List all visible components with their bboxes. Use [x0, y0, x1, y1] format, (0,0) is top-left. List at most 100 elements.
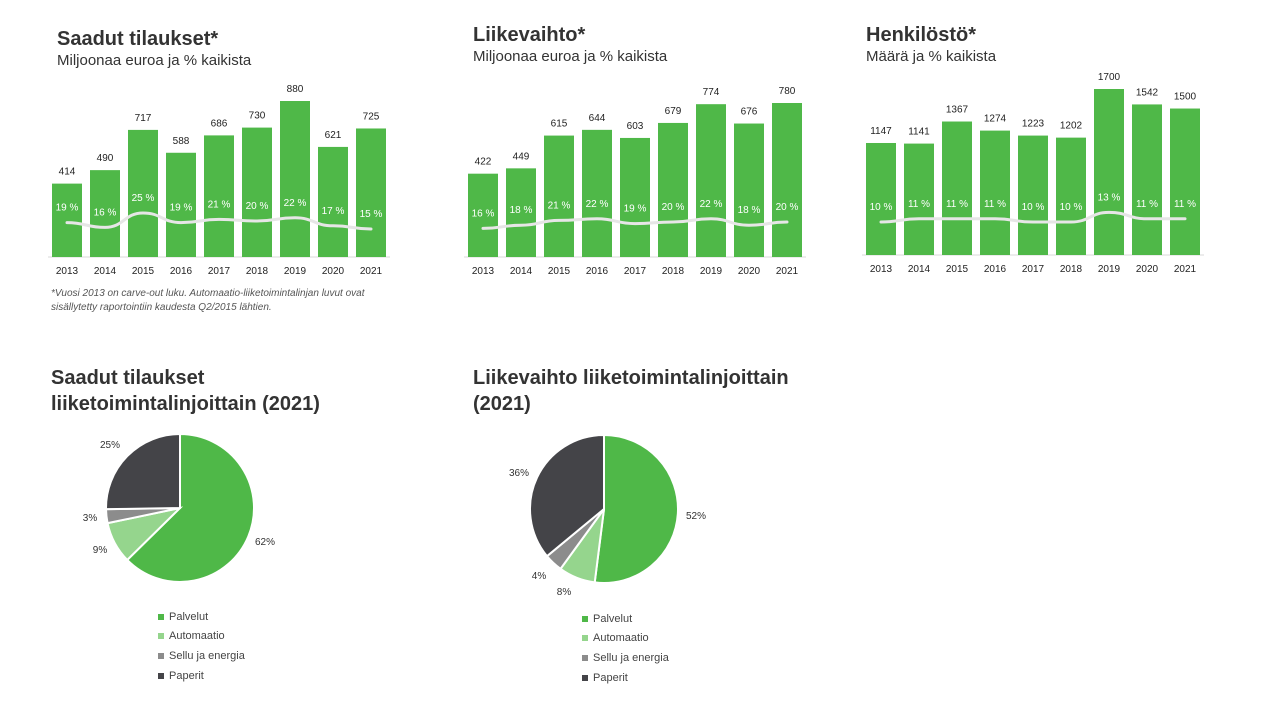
bar [620, 137, 650, 257]
pie-legend-net-sales: Palvelut Automaatio Sellu ja energia Paperi… [582, 609, 669, 687]
pie-legend-orders: Palvelut Automaatio Sellu ja energia Paperi… [158, 607, 245, 685]
share-label: 15 % [360, 209, 383, 220]
x-tick-label: 2021 [776, 266, 799, 277]
bar-value-label: 615 [551, 119, 568, 130]
bar-value-label: 1367 [946, 105, 969, 116]
pie-title-net-sales: Liikevaihto liiketoimintalinjoittain (20… [473, 367, 789, 415]
legend-swatch [582, 654, 588, 661]
legend-swatch [582, 635, 588, 642]
legend-label: Automaatio [593, 632, 649, 645]
share-label: 11 % [984, 199, 1006, 210]
share-label: 11 % [1136, 199, 1158, 210]
x-tick-label: 2017 [208, 266, 231, 277]
bar-value-label: 1500 [1174, 92, 1197, 103]
pie-slice [105, 432, 181, 511]
x-tick-label: 2015 [548, 266, 571, 277]
bar [582, 129, 612, 257]
legend-item: Automaatio [582, 629, 669, 649]
legend-item: Palvelut [158, 607, 245, 627]
x-tick-label: 2020 [322, 266, 345, 277]
bar [544, 135, 574, 257]
pie-slice-label: 3% [83, 513, 98, 524]
pie-slice [529, 433, 605, 558]
bar-value-label: 1202 [1060, 121, 1083, 132]
share-label: 20 % [662, 202, 685, 213]
legend-item: Paperit [158, 666, 245, 686]
x-tick-label: 2015 [946, 264, 969, 275]
legend-label: Sellu ja energia [593, 651, 669, 664]
chart-subtitle-personnel: Määrä ja % kaikista [866, 48, 997, 65]
x-tick-label: 2021 [360, 266, 383, 277]
share-label: 21 % [548, 200, 571, 211]
bar [280, 101, 310, 257]
legend-label: Palvelut [593, 612, 633, 625]
chart-title-personnel: Henkilöstö* [866, 24, 977, 46]
bar [356, 128, 386, 257]
bar-value-label: 422 [475, 157, 492, 168]
bar-value-label: 679 [665, 106, 682, 117]
share-label: 17 % [322, 206, 345, 217]
bar-value-label: 1700 [1098, 72, 1121, 83]
legend-item: Sellu ja energia [582, 648, 669, 668]
x-tick-label: 2019 [700, 266, 723, 277]
bar [1094, 89, 1124, 255]
legend-item: Sellu ja energia [158, 646, 245, 666]
x-tick-label: 2017 [1022, 264, 1045, 275]
share-label: 10 % [1060, 202, 1083, 213]
legend-label: Sellu ja energia [169, 649, 245, 662]
x-tick-label: 2021 [1174, 264, 1197, 275]
bar-value-label: 621 [325, 130, 342, 141]
chart-title-orders: Saadut tilaukset* [57, 28, 219, 50]
x-tick-label: 2013 [870, 264, 893, 275]
pie-slice-label: 9% [93, 545, 108, 556]
bar [772, 103, 802, 257]
chart-subtitle-net-sales: Miljoonaa euroa ja % kaikista [473, 48, 668, 65]
x-tick-label: 2018 [246, 266, 269, 277]
bar [468, 173, 498, 257]
bar [1056, 137, 1086, 255]
bar-value-label: 1141 [908, 127, 930, 138]
share-label: 25 % [132, 193, 155, 204]
bar-value-label: 1147 [870, 126, 892, 137]
share-label: 22 % [700, 199, 723, 210]
legend-swatch [158, 672, 164, 679]
legend-swatch [158, 652, 164, 659]
bar [1018, 135, 1048, 255]
bar [942, 121, 972, 255]
bar [696, 104, 726, 257]
legend-label: Automaatio [169, 630, 225, 643]
legend-label: Paperit [169, 669, 204, 682]
bar-value-label: 1542 [1136, 87, 1159, 98]
share-label: 10 % [1022, 202, 1045, 213]
bar [980, 130, 1010, 255]
share-label: 22 % [586, 199, 609, 210]
share-label: 19 % [624, 204, 647, 215]
legend-item: Palvelut [582, 609, 669, 629]
share-label: 10 % [870, 202, 893, 213]
bar [866, 142, 896, 255]
x-tick-label: 2016 [984, 264, 1007, 275]
x-tick-label: 2014 [510, 266, 533, 277]
legend-swatch [158, 613, 164, 620]
bar-value-label: 780 [779, 86, 796, 97]
bar [318, 146, 348, 257]
share-label: 19 % [170, 203, 193, 214]
x-tick-label: 2013 [56, 266, 79, 277]
bar [1170, 108, 1200, 255]
bar [52, 183, 82, 257]
bar-value-label: 880 [287, 84, 304, 95]
bar-value-label: 676 [741, 107, 758, 118]
bar [734, 123, 764, 258]
footnote: *Vuosi 2013 on carve-out luku. Automaati… [51, 288, 365, 313]
x-tick-label: 2014 [94, 266, 117, 277]
legend-label: Paperit [593, 671, 628, 684]
bar-value-label: 1274 [984, 114, 1007, 125]
x-tick-label: 2018 [662, 266, 685, 277]
bar [90, 170, 120, 257]
bar [658, 122, 688, 257]
pie-slice-label: 36% [509, 468, 529, 479]
bar-value-label: 490 [97, 153, 114, 164]
bar-value-label: 686 [211, 118, 228, 129]
share-label: 13 % [1098, 192, 1121, 203]
